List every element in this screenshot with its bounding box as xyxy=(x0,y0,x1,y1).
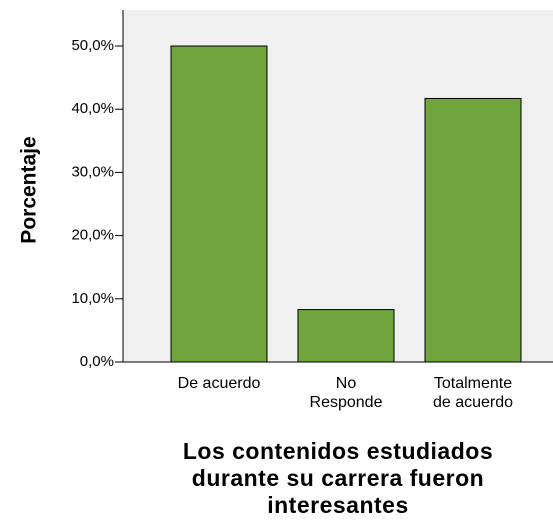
x-axis-label: Los contenidos estudiados durante su car… xyxy=(182,438,494,518)
y-axis-label: Porcentaje xyxy=(18,136,41,243)
y-tick-label: 20,0% xyxy=(71,227,114,244)
y-tick-label: 0,0% xyxy=(80,353,114,370)
bar xyxy=(170,45,268,363)
x-tick-label: De acuerdo xyxy=(177,375,261,392)
x-tick-label: Totalmente de acuerdo xyxy=(432,375,514,411)
y-tick-label: 50,0% xyxy=(71,37,114,54)
y-tick-label: 10,0% xyxy=(71,290,114,307)
y-tick-label: 40,0% xyxy=(71,100,114,117)
y-tick-label: 30,0% xyxy=(71,163,114,180)
x-tick-label: No Responde xyxy=(309,375,383,411)
bar xyxy=(424,97,522,363)
bar xyxy=(297,309,395,363)
